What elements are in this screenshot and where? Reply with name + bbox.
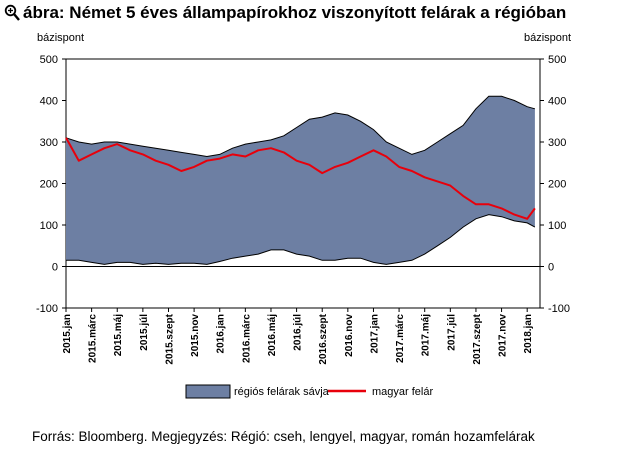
- x-tick-label: 2015.márc: [88, 314, 99, 363]
- series-band-upper-edge: [65, 95, 536, 158]
- legend-swatch-band: [185, 384, 231, 399]
- y-tick-label-left: -100: [36, 303, 58, 315]
- x-tick-label: 2015.jan: [62, 314, 73, 353]
- y-unit-left: bázispont: [37, 32, 84, 44]
- source-note: Forrás: Bloomberg. Megjegyzés: Régió: cs…: [32, 429, 535, 444]
- y-tick-label-left: 400: [40, 96, 58, 108]
- y-tick-label-right: -100: [548, 303, 570, 315]
- x-tick-label: 2016.márc: [241, 314, 252, 363]
- x-tick-label: 2015.szept: [165, 313, 176, 364]
- x-tick-label: 2016.nov: [344, 314, 355, 357]
- chart-title: ábra: Német 5 éves állampapírokhoz viszo…: [23, 3, 567, 22]
- series-band-lower-edge: [66, 214, 536, 265]
- y-tick-label-left: 300: [40, 137, 58, 149]
- x-tick-label: 2017.nov: [498, 314, 509, 357]
- x-tick-label: 2016.jan: [216, 314, 227, 353]
- x-tick-label: 2018.jan: [523, 314, 534, 353]
- legend-label-line: magyar felár: [372, 386, 433, 398]
- x-tick-label: 2016.júl: [293, 314, 304, 351]
- y-tick-label-right: 0: [548, 262, 554, 274]
- x-tick-label: 2016.szept: [318, 313, 329, 364]
- x-tick-label: 2015.nov: [190, 314, 201, 357]
- x-tick-label: 2017.márc: [395, 314, 406, 363]
- x-tick-label: 2015.máj: [113, 314, 124, 356]
- x-tick-label: 2015.júl: [139, 314, 150, 351]
- legend: régiós felárak sávja magyar felár: [185, 384, 433, 399]
- y-tick-label-right: 400: [548, 96, 566, 108]
- chart-area: -100 -100 0 0 100 100 200 200 300 300 400 400 500 500…: [36, 32, 571, 399]
- y-tick-label-right: 200: [548, 179, 566, 191]
- series-band-area: [66, 96, 535, 265]
- x-tick-label: 2017.júl: [446, 314, 457, 351]
- y-tick-label-left: 0: [52, 262, 58, 274]
- x-tick-label: 2017.jan: [370, 314, 381, 353]
- x-tick-label: 2016.máj: [267, 314, 278, 356]
- y-unit-right: bázispont: [524, 32, 571, 44]
- y-tick-label-right: 300: [548, 137, 566, 149]
- y-tick-label-left: 500: [40, 54, 58, 66]
- y-tick-label-right: 500: [548, 54, 566, 66]
- magnifier-icon: [4, 4, 20, 21]
- y-tick-label-left: 200: [40, 179, 58, 191]
- legend-label-band: régiós felárak sávja: [234, 386, 330, 398]
- chart-title-row: ábra: Német 5 éves állampapírokhoz viszo…: [4, 3, 566, 23]
- y-tick-label-left: 100: [40, 220, 58, 232]
- x-tick-label: 2017.máj: [421, 314, 432, 356]
- series-line-magyar: [65, 137, 536, 220]
- y-tick-label-right: 100: [548, 220, 566, 232]
- x-tick-label: 2017.szept: [472, 313, 483, 364]
